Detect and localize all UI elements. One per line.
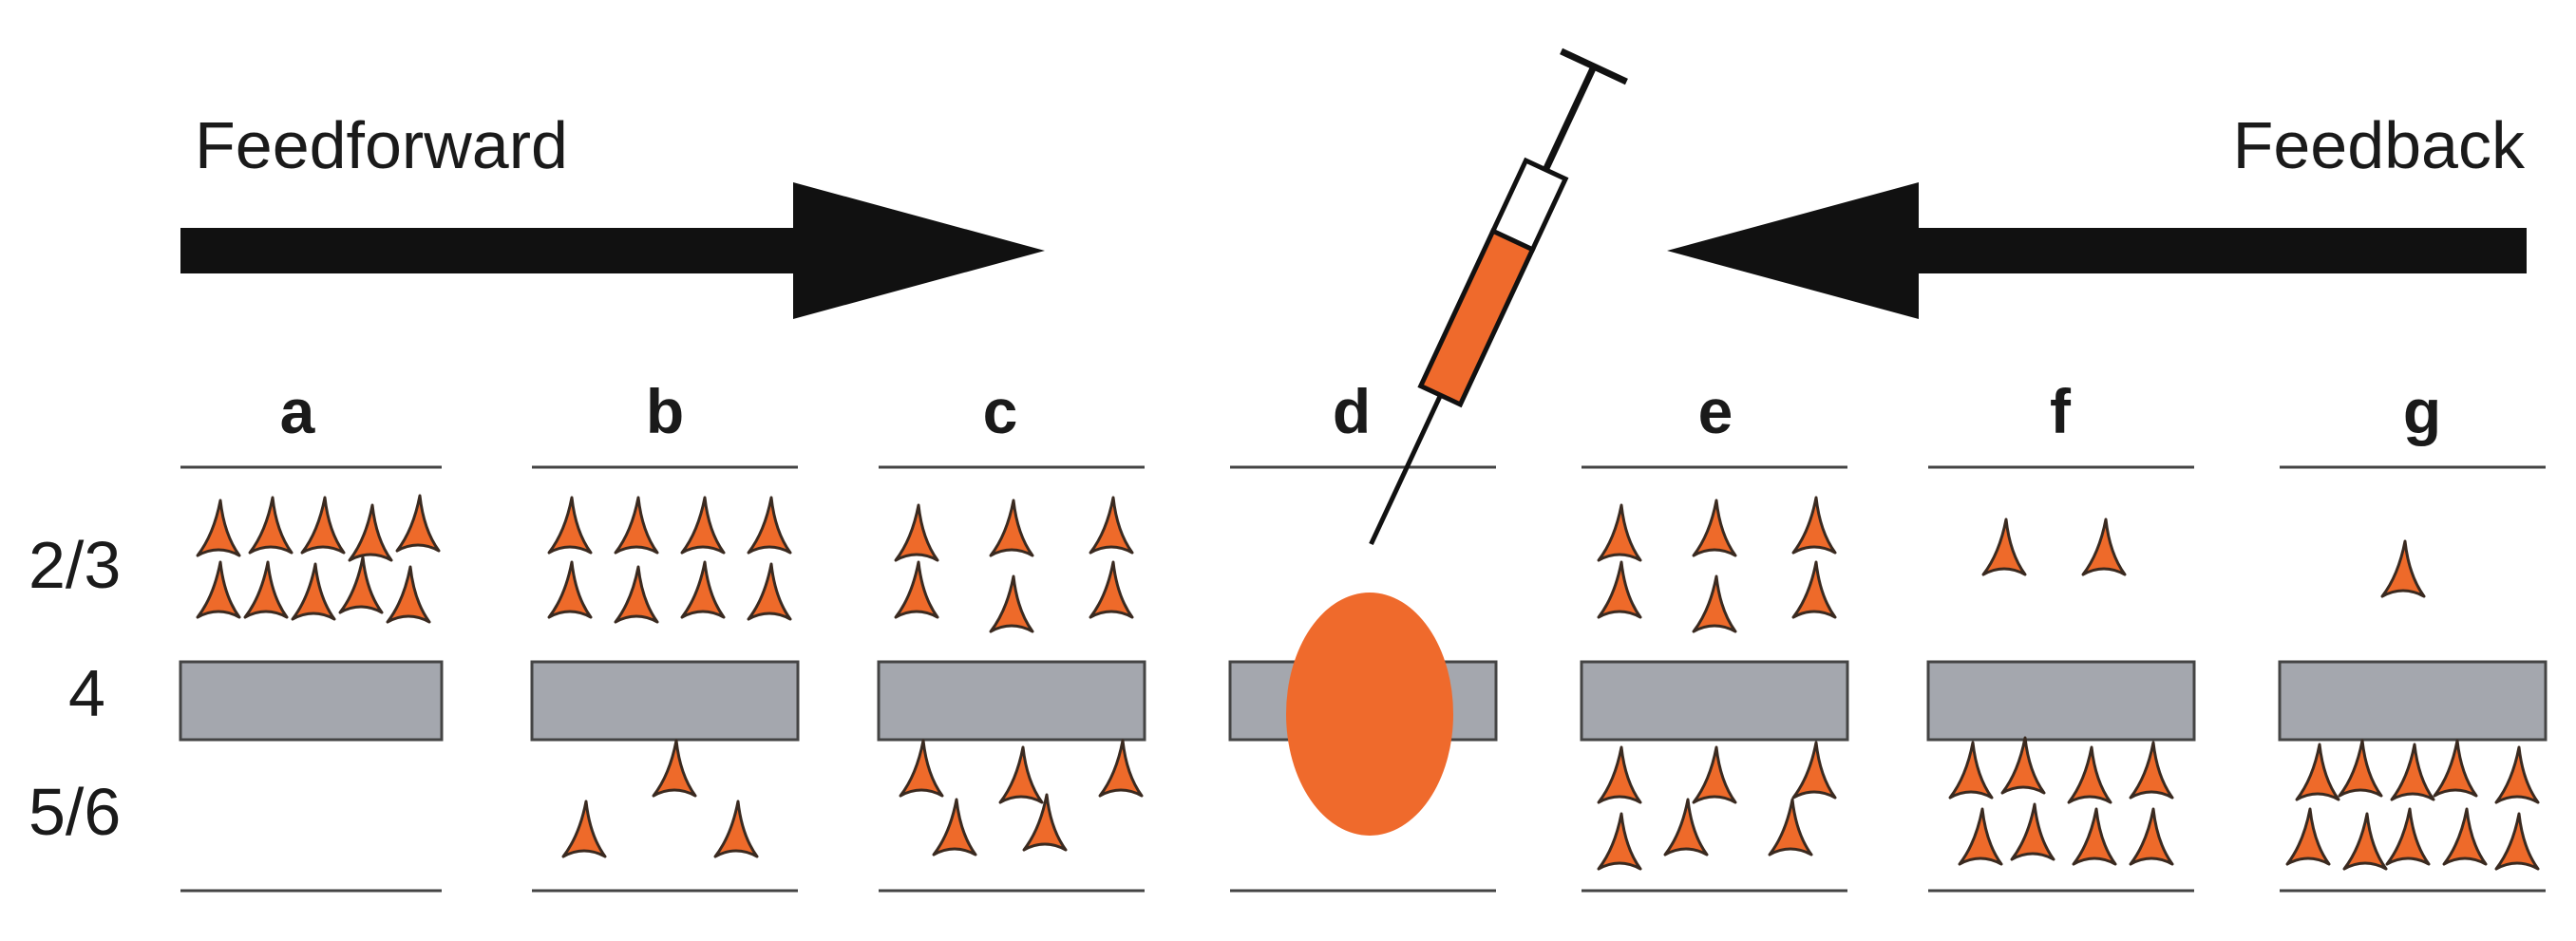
layer4-bar-a (179, 660, 444, 742)
neuron-2-3-b-2 (680, 496, 726, 555)
neuron-5-6-c-0 (899, 739, 944, 798)
neuron-2-3-a-3 (348, 503, 393, 562)
neuron-2-3-a-4 (395, 494, 441, 553)
neuron-2-3-e-1 (1692, 499, 1737, 557)
feedback-arrow (1667, 182, 2527, 319)
neuron-2-3-f-1 (2081, 518, 2127, 576)
neuron-5-6-g-7 (2385, 807, 2431, 866)
neuron-2-3-a-5 (196, 560, 241, 619)
feedforward-label: Feedforward (195, 108, 568, 182)
neuron-2-3-a-8 (338, 555, 384, 614)
neuron-2-3-g-0 (2380, 539, 2426, 598)
neuron-5-6-e-5 (1768, 798, 1813, 856)
neuron-5-6-b-0 (652, 739, 697, 798)
neuron-2-3-f-0 (1981, 518, 2027, 576)
neuron-5-6-g-4 (2494, 745, 2540, 804)
neuron-5-6-g-0 (2295, 743, 2340, 801)
neuron-2-3-b-1 (614, 496, 659, 555)
neuron-5-6-g-6 (2342, 812, 2388, 871)
neuron-2-3-a-1 (248, 496, 294, 555)
neuron-5-6-f-6 (2072, 807, 2117, 866)
neuron-2-3-a-2 (300, 496, 346, 555)
neuron-5-6-g-5 (2285, 807, 2331, 866)
neuron-2-3-c-1 (989, 499, 1034, 557)
feedforward-arrow (180, 182, 1045, 319)
injection-site (1286, 593, 1453, 836)
neuron-5-6-g-3 (2433, 739, 2478, 798)
neuron-5-6-c-2 (1098, 739, 1144, 798)
neuron-2-3-e-5 (1791, 560, 1837, 619)
neuron-2-3-e-4 (1692, 574, 1737, 633)
neuron-5-6-e-1 (1692, 745, 1737, 804)
column-label-e: e (1697, 376, 1733, 446)
neuron-5-6-e-0 (1597, 745, 1642, 804)
layer4-bar-e (1580, 660, 1849, 742)
neuron-2-3-a-0 (196, 499, 241, 557)
layer4-bar-g (2278, 660, 2548, 742)
neuron-2-3-e-0 (1597, 503, 1642, 562)
neuron-2-3-a-6 (243, 560, 289, 619)
neuron-5-6-g-8 (2442, 807, 2488, 866)
neuron-2-3-b-0 (547, 496, 593, 555)
neuron-2-3-c-4 (989, 574, 1034, 633)
neuron-5-6-c-1 (998, 745, 1044, 804)
neuron-5-6-e-4 (1663, 798, 1709, 856)
neuron-2-3-a-9 (386, 565, 431, 624)
columns-group (179, 465, 2548, 893)
column-label-g: g (2402, 376, 2442, 446)
neuron-2-3-c-5 (1089, 560, 1134, 619)
syringe-icon (1369, 47, 1628, 546)
neuron-2-3-c-3 (894, 560, 939, 619)
neuron-5-6-g-2 (2390, 743, 2435, 801)
column-label-a: a (279, 376, 315, 446)
neuron-5-6-c-3 (932, 798, 977, 856)
layer-label-2-3: 2/3 (28, 528, 122, 602)
neuron-5-6-f-0 (1948, 741, 1994, 800)
neuron-5-6-g-1 (2338, 739, 2383, 798)
layer4-bar-b (530, 660, 800, 742)
neuron-5-6-c-4 (1022, 793, 1068, 852)
neuron-5-6-b-1 (561, 800, 607, 858)
column-label-b: b (645, 376, 685, 446)
column-label-c: c (982, 376, 1018, 446)
layer4-bar-f (1926, 660, 2196, 742)
neuron-5-6-f-3 (2129, 741, 2174, 800)
neuron-2-3-a-7 (291, 562, 336, 621)
neuron-5-6-g-9 (2494, 812, 2540, 871)
layer-label-5-6: 5/6 (28, 775, 122, 849)
neuron-5-6-f-1 (2000, 736, 2046, 795)
column-label-f: f (2050, 376, 2071, 446)
neuron-2-3-b-3 (747, 496, 792, 555)
feedback-label: Feedback (2232, 108, 2525, 182)
neuron-5-6-e-2 (1791, 741, 1837, 800)
column-label-d: d (1332, 376, 1372, 446)
neuron-2-3-c-2 (1089, 496, 1134, 555)
neuron-2-3-b-7 (747, 562, 792, 621)
neuron-2-3-b-5 (614, 565, 659, 624)
neuron-5-6-b-2 (713, 800, 759, 858)
neuron-5-6-f-4 (1958, 807, 2003, 866)
layer4-bar-c (877, 660, 1146, 742)
neuron-2-3-e-2 (1791, 496, 1837, 555)
layer-label-4: 4 (68, 656, 105, 730)
neuron-5-6-f-2 (2067, 745, 2112, 804)
neuron-5-6-e-3 (1597, 812, 1642, 871)
neuron-2-3-b-6 (680, 560, 726, 619)
neuron-2-3-b-4 (547, 560, 593, 619)
neuron-5-6-f-5 (2010, 802, 2055, 861)
neuron-5-6-f-7 (2129, 807, 2174, 866)
neuron-2-3-e-3 (1597, 560, 1642, 619)
neuron-2-3-c-0 (894, 503, 939, 562)
